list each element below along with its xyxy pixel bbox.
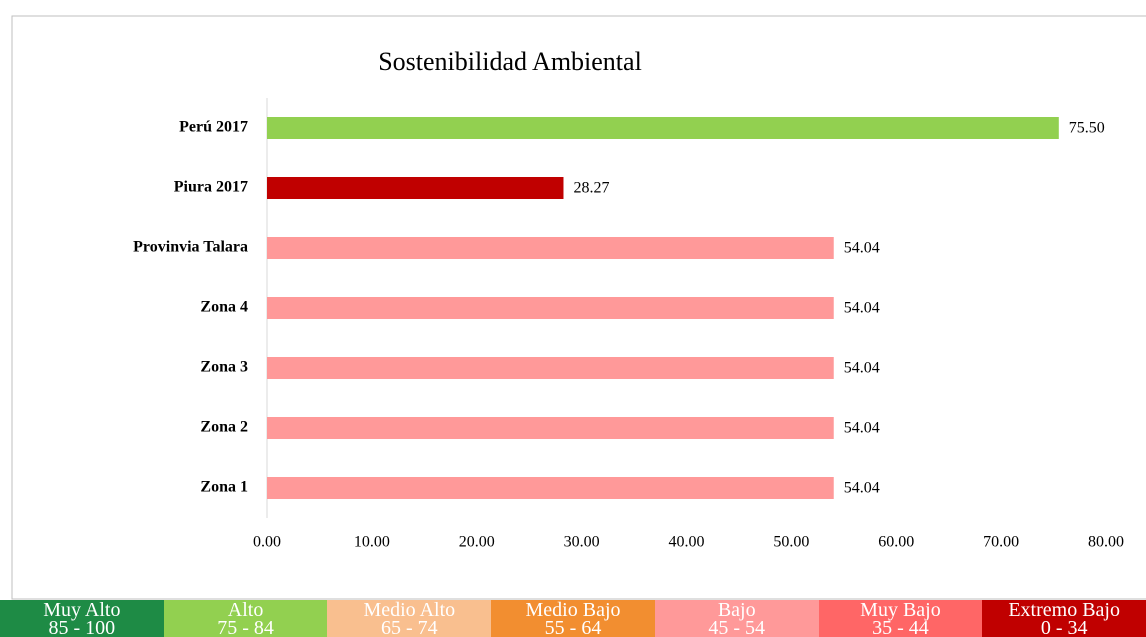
- bar: [267, 177, 564, 199]
- scale-cell: Muy Alto 85 - 100: [0, 600, 164, 637]
- bar: [267, 357, 834, 379]
- data-label: 75.50: [1069, 120, 1105, 137]
- bar: [267, 237, 834, 259]
- scale-cell: Muy Bajo 35 - 44: [818, 600, 983, 637]
- x-tick-label: 70.00: [983, 534, 1019, 551]
- y-tick-label: Zona 2: [200, 419, 248, 436]
- data-label: 54.04: [844, 360, 880, 377]
- x-tick-label: 60.00: [878, 534, 914, 551]
- scale-cell: Medio Bajo 55 - 64: [491, 600, 655, 637]
- data-label: 54.04: [844, 480, 880, 497]
- chart-title: Sostenibilidad Ambiental: [378, 47, 642, 76]
- scale-name: Alto: [227, 600, 264, 621]
- scale-range: 45 - 54: [708, 617, 766, 637]
- x-tick-label: 80.00: [1088, 534, 1124, 551]
- data-label: 54.04: [844, 240, 880, 257]
- y-tick-label: Zona 1: [200, 479, 248, 496]
- scale-name: Muy Bajo: [860, 600, 941, 621]
- y-tick-label: Provinvia Talara: [133, 239, 248, 256]
- chart: Sostenibilidad Ambiental 0.00 10.00 20.00 3…: [11, 15, 1146, 600]
- y-tick-label: Perú 2017: [179, 119, 248, 136]
- scale-legend: Muy Alto 85 - 100 Alto 75 - 84 Medio Alto 65 …: [0, 600, 1146, 637]
- scale-cell: Bajo 45 - 54: [654, 600, 819, 637]
- scale-name: Muy Alto: [43, 600, 121, 621]
- data-label: 54.04: [844, 420, 880, 437]
- x-tick-label: 20.00: [459, 534, 495, 551]
- x-tick-label: 30.00: [564, 534, 600, 551]
- scale-name: Extremo Bajo: [1008, 600, 1120, 621]
- scale-range: 0 - 34: [1040, 617, 1088, 637]
- scale-range: 55 - 64: [544, 617, 602, 637]
- x-tick-label: 10.00: [354, 534, 390, 551]
- scale-range: 35 - 44: [872, 617, 929, 637]
- scale-cell: Alto 75 - 84: [163, 600, 328, 637]
- scale-name: Medio Bajo: [525, 600, 621, 621]
- y-tick-label: Zona 4: [200, 299, 248, 316]
- bar: [267, 417, 834, 439]
- scale-cell: Medio Alto 65 - 74: [327, 600, 492, 637]
- y-tick-label: Zona 3: [200, 359, 248, 376]
- data-label: 54.04: [844, 300, 880, 317]
- scale-name: Medio Alto: [363, 600, 456, 621]
- scale-range: 85 - 100: [48, 617, 116, 637]
- x-tick-label: 40.00: [669, 534, 705, 551]
- scale-range: 75 - 84: [217, 617, 274, 637]
- scale-cell: Extremo Bajo 0 - 34: [982, 600, 1146, 637]
- bar: [267, 117, 1059, 139]
- x-tick-label: 0.00: [253, 534, 281, 551]
- scale-range: 65 - 74: [380, 617, 438, 637]
- scale-name: Bajo: [717, 600, 756, 621]
- bar: [267, 477, 834, 499]
- bar: [267, 297, 834, 319]
- y-tick-label: Piura 2017: [174, 179, 248, 196]
- x-tick-label: 50.00: [773, 534, 809, 551]
- data-label: 28.27: [573, 180, 609, 197]
